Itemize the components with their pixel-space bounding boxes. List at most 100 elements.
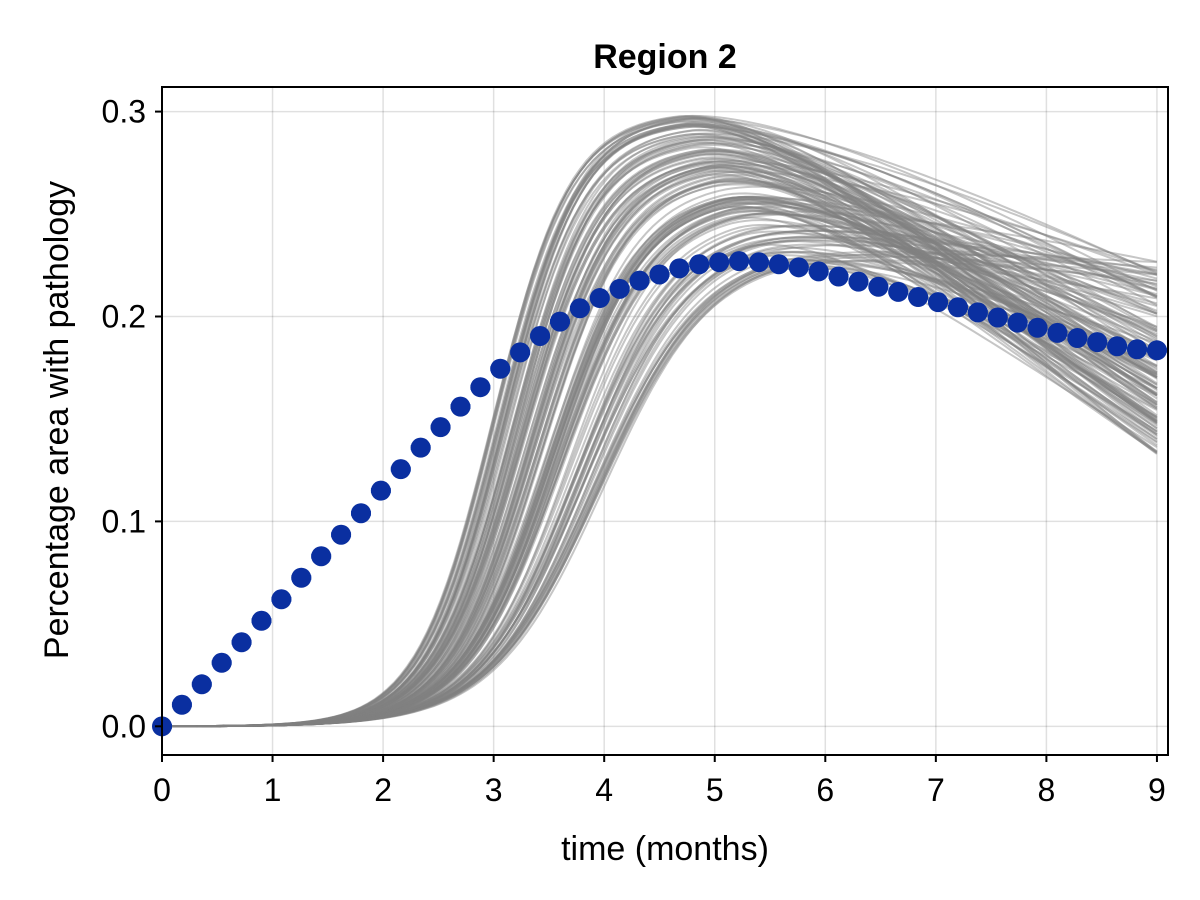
ensemble-line [162, 262, 1158, 728]
x-axis-ticks: 0 1 2 3 4 5 6 7 8 9 [153, 755, 1166, 808]
data-point [649, 264, 670, 285]
data-point [1127, 339, 1148, 360]
ensemble-line [162, 179, 1158, 728]
data-point [748, 252, 769, 273]
data-point [370, 480, 391, 501]
data-point [1007, 312, 1028, 333]
ensemble-line [162, 156, 1158, 728]
data-point [888, 281, 909, 302]
ensemble-line [162, 150, 1158, 728]
ensemble-line [162, 239, 1158, 728]
ensemble-line [162, 236, 1158, 728]
ensemble-line [162, 177, 1158, 728]
ensemble-line [162, 125, 1158, 728]
ensemble-line [162, 255, 1157, 728]
ensemble-line [162, 216, 1158, 728]
ensemble-line [162, 200, 1158, 728]
ensemble-line [162, 243, 1158, 728]
ensemble-line [162, 225, 1158, 728]
ensemble-line [162, 252, 1157, 728]
ensemble-line [162, 183, 1158, 728]
data-point [390, 459, 411, 480]
data-point [589, 288, 610, 309]
ensemble-line [162, 195, 1158, 728]
ensemble-line [162, 116, 1158, 728]
ensemble-line [162, 128, 1158, 728]
ensemble-line [162, 251, 1158, 728]
ensemble-line [162, 250, 1158, 728]
ensemble-line [162, 136, 1158, 728]
data-point [609, 278, 630, 299]
data-point [908, 287, 929, 308]
ensemble-line [162, 232, 1158, 728]
ensemble-line [162, 170, 1158, 728]
ensemble-line [162, 195, 1158, 728]
ensemble-line [162, 165, 1158, 728]
ensemble-line [162, 157, 1158, 728]
ensemble-line [162, 230, 1158, 728]
ensemble-line [162, 169, 1158, 728]
ensemble-line [162, 177, 1158, 728]
ensemble-line [162, 124, 1158, 728]
ensemble-line [162, 229, 1158, 728]
ensemble-line [162, 115, 1158, 728]
ensemble-line [162, 121, 1158, 728]
data-point [629, 270, 650, 291]
y-tick-label: 0.3 [102, 94, 146, 130]
ensemble-line [162, 141, 1158, 728]
data-point [291, 567, 312, 588]
ensemble-line [162, 205, 1158, 728]
ensemble-line [162, 254, 1158, 728]
ensemble-line [162, 197, 1158, 728]
ensemble-line [162, 251, 1158, 728]
ensemble-line [162, 135, 1158, 728]
data-point [1146, 340, 1167, 361]
ensemble-line [162, 197, 1158, 728]
ensemble-line [162, 125, 1158, 728]
ensemble-line [162, 196, 1158, 728]
ensemble-line [162, 224, 1158, 728]
data-point [271, 589, 292, 610]
data-point [947, 297, 968, 318]
x-tick-label: 7 [927, 772, 945, 808]
ensemble-line [162, 163, 1158, 728]
ensemble-line [162, 162, 1158, 728]
data-point [530, 325, 551, 346]
ensemble-line [162, 206, 1158, 728]
x-tick-label: 1 [264, 772, 282, 808]
data-point [490, 358, 511, 379]
x-tick-label: 5 [706, 772, 724, 808]
ensemble-line [162, 122, 1158, 728]
x-axis-label: time (months) [561, 830, 769, 868]
ensemble-line [162, 114, 1158, 728]
data-point [768, 254, 789, 275]
data-point [350, 503, 371, 524]
ensemble-line [162, 152, 1158, 728]
ensemble-line [162, 117, 1158, 728]
ensemble-line [162, 129, 1158, 728]
data-point [1027, 317, 1048, 338]
ensemble-line [162, 148, 1158, 728]
ensemble-line [162, 265, 1158, 728]
ensemble-line [162, 161, 1158, 728]
data-point [928, 292, 949, 313]
ensemble-line [162, 123, 1158, 728]
ensemble-line [162, 142, 1158, 728]
ensemble-line [162, 229, 1158, 728]
ensemble-line [162, 148, 1158, 728]
ensemble-line [162, 244, 1158, 728]
y-axis-ticks: 0.0 0.1 0.2 0.3 [102, 94, 162, 744]
ensemble-line [162, 135, 1158, 728]
data-point [967, 302, 988, 323]
y-axis-label: Percentage area with pathology [38, 181, 76, 659]
ensemble-line [162, 192, 1158, 728]
ensemble-line [162, 138, 1158, 728]
ensemble-line [162, 195, 1158, 728]
ensemble-line [162, 150, 1158, 728]
ensemble-line [162, 157, 1158, 728]
ensemble-line [162, 180, 1158, 728]
ensemble-line [162, 132, 1158, 728]
data-point [311, 546, 332, 567]
ensemble-line [162, 251, 1157, 728]
